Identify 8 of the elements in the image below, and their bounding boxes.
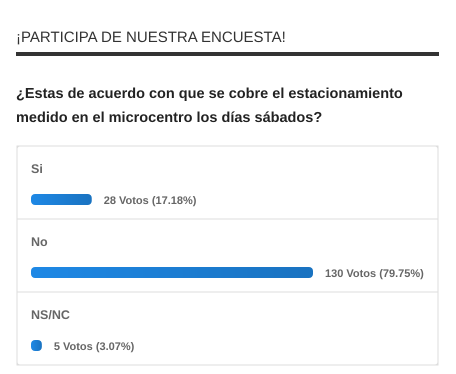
chart-title: ¡PARTICIPA DE NUESTRA ENCUESTA! (16, 29, 286, 46)
data-label: 28 Votos (17.18%) (104, 195, 197, 207)
y-tick-label: NS/NC (31, 308, 70, 322)
y-tick-label: No (31, 235, 48, 249)
data-label: 130 Votos (79.75%) (325, 268, 424, 280)
y-tick-label: Si (31, 162, 43, 176)
chart-subtitle: ¿Estas de acuerdo con que se cobre el estacionamiento medido en el microcentro los días sábados? (16, 86, 403, 126)
data-label: 5 Votos (3.07%) (54, 341, 135, 353)
